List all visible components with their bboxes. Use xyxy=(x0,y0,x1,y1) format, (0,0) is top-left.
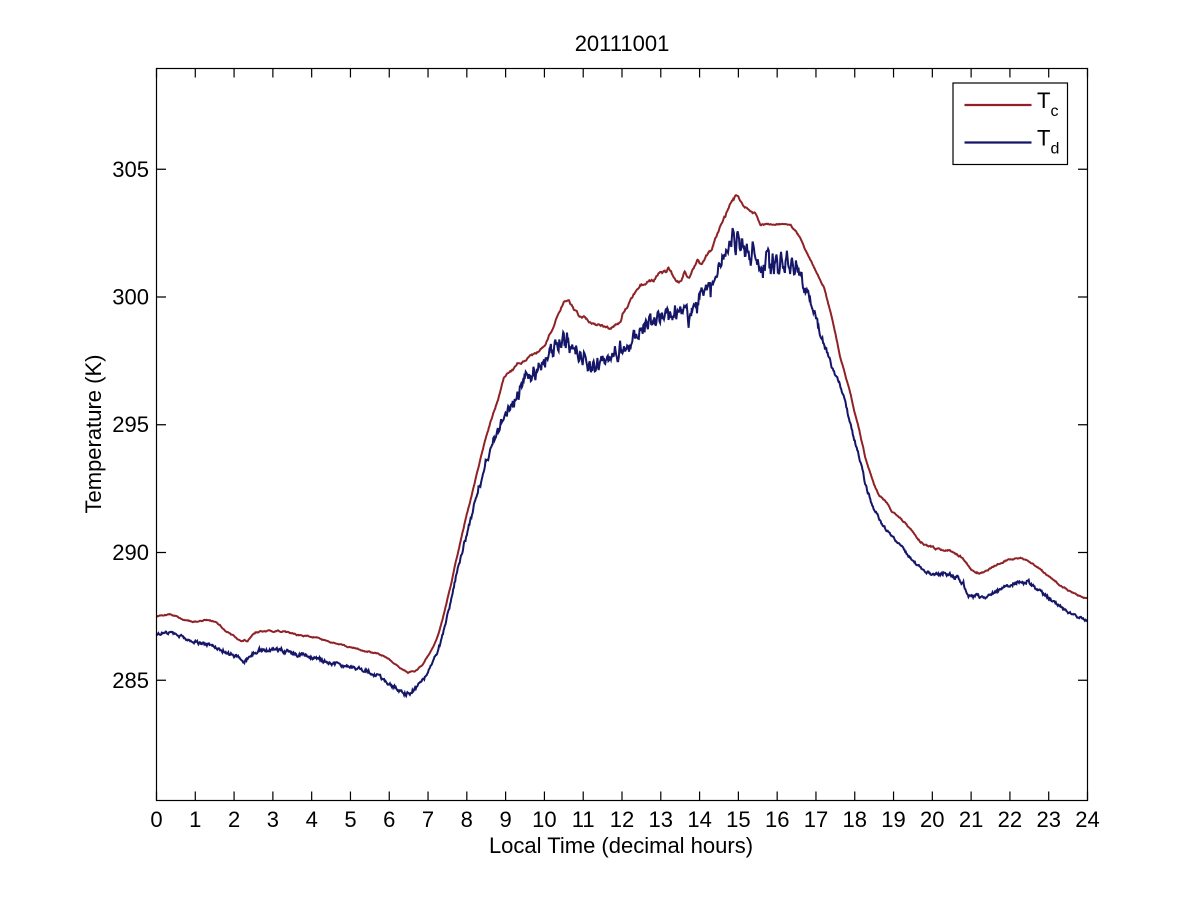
svg-text:1: 1 xyxy=(189,807,201,832)
svg-text:6: 6 xyxy=(383,807,395,832)
svg-text:4: 4 xyxy=(306,807,318,832)
svg-text:285: 285 xyxy=(112,668,149,693)
svg-text:Local Time (decimal hours): Local Time (decimal hours) xyxy=(489,833,753,858)
svg-text:19: 19 xyxy=(881,807,905,832)
svg-text:Temperature (K): Temperature (K) xyxy=(81,355,106,514)
svg-text:13: 13 xyxy=(649,807,673,832)
svg-text:15: 15 xyxy=(726,807,750,832)
svg-text:12: 12 xyxy=(610,807,634,832)
svg-text:0: 0 xyxy=(150,807,162,832)
svg-text:16: 16 xyxy=(765,807,789,832)
svg-text:20: 20 xyxy=(920,807,944,832)
svg-text:295: 295 xyxy=(112,412,149,437)
svg-text:14: 14 xyxy=(687,807,711,832)
svg-text:24: 24 xyxy=(1075,807,1099,832)
svg-text:290: 290 xyxy=(112,540,149,565)
svg-text:10: 10 xyxy=(532,807,556,832)
svg-text:2: 2 xyxy=(228,807,240,832)
svg-text:8: 8 xyxy=(461,807,473,832)
svg-text:305: 305 xyxy=(112,157,149,182)
svg-text:22: 22 xyxy=(998,807,1022,832)
svg-text:9: 9 xyxy=(499,807,511,832)
svg-text:20111001: 20111001 xyxy=(575,31,670,56)
svg-text:23: 23 xyxy=(1036,807,1060,832)
svg-text:5: 5 xyxy=(344,807,356,832)
svg-text:7: 7 xyxy=(422,807,434,832)
svg-text:17: 17 xyxy=(804,807,828,832)
svg-text:3: 3 xyxy=(267,807,279,832)
svg-text:18: 18 xyxy=(843,807,867,832)
svg-text:300: 300 xyxy=(112,285,149,310)
svg-text:11: 11 xyxy=(572,807,595,832)
svg-text:21: 21 xyxy=(959,807,983,832)
